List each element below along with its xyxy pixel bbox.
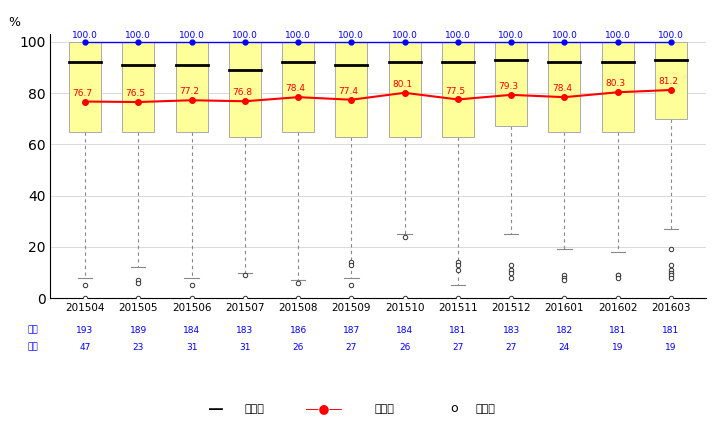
Text: 100.0: 100.0 (179, 31, 204, 40)
Text: 100.0: 100.0 (285, 31, 311, 40)
Text: 76.5: 76.5 (125, 89, 145, 98)
Text: 76.8: 76.8 (232, 89, 252, 98)
Text: 27: 27 (505, 343, 517, 352)
Text: 183: 183 (503, 325, 520, 335)
Text: %: % (9, 16, 20, 29)
Bar (495, 42, 527, 127)
Text: 外れ値: 外れ値 (475, 404, 495, 414)
Text: 79.3: 79.3 (498, 82, 518, 91)
Text: 78.4: 78.4 (552, 84, 572, 93)
Text: 26: 26 (399, 343, 410, 352)
Text: 100.0: 100.0 (338, 31, 364, 40)
Text: 31: 31 (239, 343, 251, 352)
Text: 27: 27 (452, 343, 464, 352)
Bar (69, 42, 101, 132)
Text: 100.0: 100.0 (232, 31, 258, 40)
Text: 100.0: 100.0 (605, 31, 631, 40)
Text: 100.0: 100.0 (552, 31, 577, 40)
Text: 31: 31 (186, 343, 197, 352)
Text: 189: 189 (130, 325, 147, 335)
Text: 100.0: 100.0 (445, 31, 471, 40)
Text: 77.5: 77.5 (445, 86, 465, 95)
Text: ―: ― (209, 402, 223, 416)
Text: 80.1: 80.1 (392, 80, 412, 89)
Text: 19: 19 (665, 343, 677, 352)
Bar (655, 42, 687, 119)
Bar (229, 42, 261, 137)
Text: o: o (450, 403, 457, 415)
Text: 187: 187 (343, 325, 360, 335)
Text: 分子: 分子 (27, 325, 37, 335)
Text: 24: 24 (559, 343, 570, 352)
Bar (389, 42, 420, 137)
Text: 26: 26 (292, 343, 304, 352)
Text: 182: 182 (556, 325, 573, 335)
Text: 中央値: 中央値 (245, 404, 265, 414)
Text: 100.0: 100.0 (658, 31, 684, 40)
Bar (176, 42, 207, 132)
Text: 186: 186 (289, 325, 307, 335)
Text: 47: 47 (79, 343, 91, 352)
Text: 81.2: 81.2 (658, 77, 678, 86)
Bar (549, 42, 580, 132)
Text: 100.0: 100.0 (125, 31, 151, 40)
Text: 19: 19 (612, 343, 624, 352)
Text: 100.0: 100.0 (498, 31, 524, 40)
Bar (336, 42, 367, 137)
Text: 平均値: 平均値 (374, 404, 395, 414)
Bar (442, 42, 474, 137)
Bar (282, 42, 314, 132)
Bar (602, 42, 634, 132)
Text: 100.0: 100.0 (392, 31, 418, 40)
Text: 193: 193 (76, 325, 94, 335)
Text: 184: 184 (396, 325, 413, 335)
Text: 100.0: 100.0 (72, 31, 98, 40)
Text: 分母: 分母 (27, 343, 37, 352)
Text: 76.7: 76.7 (72, 89, 92, 98)
Text: 184: 184 (183, 325, 200, 335)
Text: 80.3: 80.3 (605, 79, 625, 89)
Text: 27: 27 (346, 343, 357, 352)
Text: 181: 181 (609, 325, 626, 335)
Text: 77.4: 77.4 (338, 87, 359, 96)
Text: 23: 23 (132, 343, 144, 352)
Text: 77.2: 77.2 (179, 87, 199, 96)
Text: 181: 181 (449, 325, 467, 335)
Text: 183: 183 (236, 325, 253, 335)
Bar (122, 42, 154, 132)
Text: 78.4: 78.4 (285, 84, 305, 93)
Text: ―●―: ―●― (306, 403, 342, 415)
Text: 181: 181 (662, 325, 680, 335)
